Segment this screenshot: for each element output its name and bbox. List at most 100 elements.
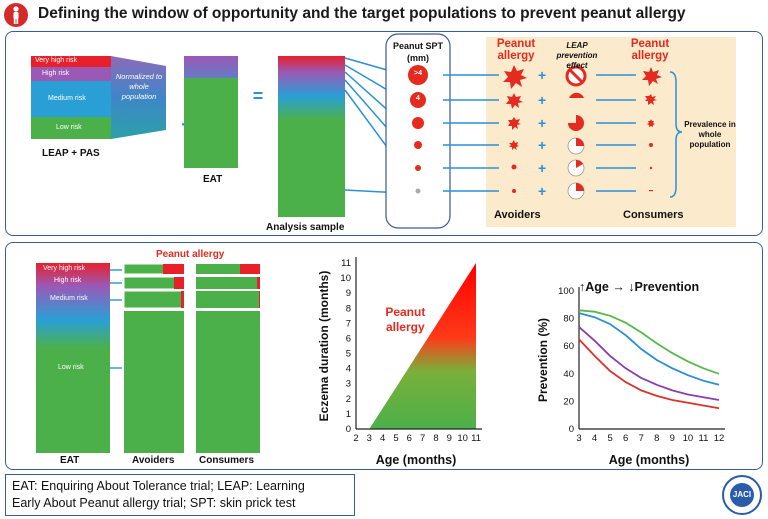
bottom-eat-label: EAT [60,455,80,466]
stack-label-very-high: Very high risk [35,57,78,64]
y-tick-label: 3 [346,379,351,390]
y-tick-label: 6 [346,333,351,344]
x-tick-label: 9 [670,433,675,444]
y-tick-label: 60 [563,341,574,352]
series-line-0 [578,309,720,375]
avoiders-allergy-label: Peanut allergy [496,38,536,62]
prevention-age-chart: ↑Age → ↓Prevention 3 4 5 6 7 8 9 10 11 12 0 20 40 60 80… [536,280,725,467]
y-tick-label: 2 [346,394,351,405]
spt-top-value: >4 [414,70,422,77]
bottom-stack-high: High risk [54,277,82,284]
normalized-label: Normalized to whole population [115,72,163,101]
stack-label-low: Low risk [56,124,82,131]
bottom-stack-medium: Medium risk [50,295,88,302]
avoider-bursts [503,65,527,193]
x-tick-label: 8 [433,433,438,444]
allergy-region [369,263,476,429]
y-axis-label: Prevention (%) [536,318,550,402]
svg-text:=: = [253,86,264,106]
prevalence-bracket [669,71,683,198]
x-tick-label: 8 [654,433,659,444]
page-title: Defining the window of opportunity and t… [38,5,686,22]
bottom-stack-low: Low risk [58,364,84,371]
bottom-avoiders-label: Avoiders [132,455,175,466]
y-tick-label: 80 [563,314,574,325]
x-tick-label: 12 [714,433,725,444]
svg-text:+: + [538,137,546,153]
avoiders-bars [123,263,185,453]
x-tick-label: 9 [447,433,452,444]
avoiders-label: Avoiders [494,209,541,221]
bottom-consumers-label: Consumers [199,455,255,466]
y-tick-label: 20 [563,396,574,407]
analysis-label: Analysis sample [266,222,345,233]
svg-text:+: + [538,67,546,83]
y-tick-label: 5 [346,349,351,360]
x-tick-label: 11 [699,433,709,444]
x-tick-label: 6 [623,433,628,444]
leap-pas-label: LEAP + PAS [42,148,100,159]
series-line-1 [578,312,720,386]
y-tick-label: 9 [346,288,351,299]
stack-very-high [31,56,111,67]
x-tick-label: 10 [683,433,694,444]
y-tick-label: 4 [346,364,351,375]
footer-line-1: EAT: Enquiring About Tolerance trial; LE… [12,479,305,493]
y-tick-label: 7 [346,318,351,329]
series-line-3 [578,338,720,410]
consumers-bars [196,264,260,453]
x-tick-label: 2 [353,433,358,444]
y-tick-label: 0 [346,424,351,435]
y-tick-label: 10 [340,273,351,284]
y-axis-label: Eczema duration (months) [317,271,331,422]
region-label: Peanut allergy [385,305,425,334]
series-line-2 [578,326,720,401]
bottom-allergy-label: Peanut allergy [156,249,225,260]
x-tick-label: 6 [407,433,412,444]
outcome-box [486,37,736,227]
x-tick-label: 5 [607,433,612,444]
y-tick-label: 40 [563,369,574,380]
leap-effect-label: LEAP prevention effect [556,41,598,70]
stack-label-medium: Medium risk [48,95,86,102]
x-tick-label: 4 [380,433,385,444]
bottom-panel: Peanut allergy Very high risk High risk … [5,242,763,470]
footer-line-2: Early About Peanut allergy trial; SPT: s… [12,496,296,510]
consumers-allergy-label: Peanut allergy [630,38,670,62]
y-tick-label: 1 [346,409,351,420]
stack-low [31,117,111,139]
stack-medium [31,81,111,117]
y-tick-label: 11 [341,258,351,269]
y-tick-label: 100 [558,286,574,297]
stack-label-high: High risk [42,70,70,77]
journal-logo-icon [4,3,28,27]
title-bar: Defining the window of opportunity and t… [0,0,768,30]
x-tick-label: 11 [471,433,481,444]
x-tick-label: 7 [639,433,644,444]
y-tick-label: 8 [346,303,351,314]
svg-text:+: + [538,183,546,199]
bottom-risk-stack [36,263,110,453]
x-tick-label: 10 [457,433,468,444]
x-tick-label: 4 [592,433,597,444]
svg-text:+: + [538,160,546,176]
consumer-bursts [642,67,662,192]
chart-title: ↑Age → ↓Prevention [579,280,699,294]
eat-label: EAT [203,174,223,185]
top-panel-graphics: + = [31,33,736,229]
abbreviation-footer: EAT: Enquiring About Tolerance trial; LE… [5,474,355,516]
x-tick-label: 7 [420,433,425,444]
bottom-stack-very-high: Very high risk [43,265,86,272]
stack-high [31,67,111,81]
leap-effect-icons [565,65,587,200]
y-tick-label: 0 [569,424,574,435]
analysis-bar [278,56,345,217]
prevalence-label: Prevalence in whole population [684,120,736,149]
consumers-label: Consumers [623,209,684,221]
svg-text:+: + [538,115,546,131]
x-tick-label: 5 [393,433,398,444]
x-axis-label: Age (months) [376,453,457,467]
svg-text:+: + [538,92,546,108]
jaci-seal-text: JACI [730,483,754,507]
